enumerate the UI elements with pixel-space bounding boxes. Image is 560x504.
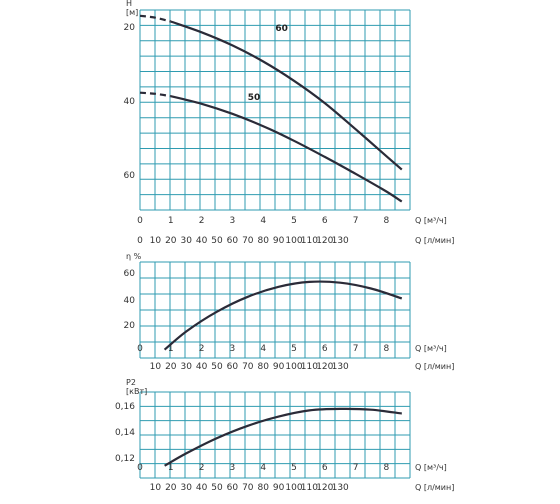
x2-tick-label: 50: [211, 362, 223, 372]
chart-panel-3: P2[кВт] 0,12 0,14 0,16 0 1 2 3 4 5 6 7 8 Q [м³/ч] 10 20…: [115, 378, 454, 493]
x-tick-label: 2: [199, 463, 205, 473]
x2-tick-label: 100: [285, 236, 302, 246]
x2-tick-label: 10: [150, 362, 162, 372]
y-tick-label: 20: [124, 23, 136, 33]
x2-tick-label: 10: [150, 483, 162, 493]
x2-tick-label: 80: [257, 483, 269, 493]
x-axis-label: Q [м³/ч]: [415, 216, 447, 225]
x2-tick-label: 90: [273, 362, 285, 372]
x2-tick-label: 50: [211, 483, 223, 493]
x-tick-label: 1: [168, 344, 174, 354]
y-axis-label: P2: [126, 378, 136, 387]
x2-tick-label: 130: [332, 236, 349, 246]
y-tick-label: 20: [124, 321, 136, 331]
x2-tick-label: 70: [242, 483, 254, 493]
x2-tick-label: 130: [332, 362, 349, 372]
x2-tick-label: 110: [301, 236, 318, 246]
x2-tick-label: 20: [165, 236, 177, 246]
x-tick-label: 2: [199, 344, 205, 354]
x2-tick-label: 110: [301, 362, 318, 372]
x2-tick-label: 100: [285, 483, 302, 493]
x2-axis-label: Q [л/мин]: [415, 483, 454, 492]
x-tick-label: 0: [137, 216, 143, 226]
x-tick-label: 0: [137, 344, 143, 354]
series-label-50: 50: [248, 93, 261, 103]
x-tick-label: 7: [353, 463, 359, 473]
curve-60: [170, 20, 403, 171]
y-tick-label: 60: [124, 269, 136, 279]
x2-tick-label: 60: [227, 362, 239, 372]
x2-tick-label: 120: [316, 362, 333, 372]
x2-tick-label: 30: [180, 483, 192, 493]
x-tick-label: 7: [353, 216, 359, 226]
x2-tick-label: 40: [196, 236, 208, 246]
x2-tick-label: 90: [273, 483, 285, 493]
x2-tick-label: 20: [165, 362, 177, 372]
y-tick-label: 0,14: [115, 428, 135, 438]
y-axis-label: [м]: [126, 8, 138, 17]
x2-tick-label: 80: [257, 236, 269, 246]
x-tick-label: 1: [168, 463, 174, 473]
x-tick-label: 2: [199, 216, 205, 226]
x-tick-label: 5: [291, 344, 297, 354]
x-tick-label: 6: [322, 216, 328, 226]
y-axis-label: η %: [126, 252, 142, 261]
x-axis-label: Q [м³/ч]: [415, 463, 447, 472]
x-tick-label: 3: [230, 463, 236, 473]
x2-tick-label: 80: [257, 362, 269, 372]
x2-tick-label: 70: [242, 236, 254, 246]
x-tick-label: 6: [322, 344, 328, 354]
x2-tick-label: 60: [227, 483, 239, 493]
y-tick-label: 40: [124, 97, 136, 107]
x2-tick-label: 70: [242, 362, 254, 372]
x-tick-label: 4: [260, 216, 266, 226]
series-label-60: 60: [275, 24, 288, 34]
x2-tick-label: 50: [211, 236, 223, 246]
x-tick-label: 4: [260, 344, 266, 354]
x2-tick-label: 20: [165, 483, 177, 493]
y-axis-label: H: [126, 0, 132, 8]
x-tick-label: 5: [291, 463, 297, 473]
y-tick-label: 0,12: [115, 454, 135, 464]
x-tick-label: 1: [168, 216, 174, 226]
x2-tick-label: 30: [180, 236, 192, 246]
x-tick-label: 3: [230, 344, 236, 354]
y-axis-label: [кВт]: [126, 387, 147, 396]
x2-tick-label: 40: [196, 483, 208, 493]
x-tick-label: 8: [384, 463, 390, 473]
x2-tick-label: 100: [285, 362, 302, 372]
x2-tick-label: 110: [301, 483, 318, 493]
x-tick-label: 5: [291, 216, 297, 226]
curve-0: [163, 280, 403, 351]
x2-axis-label: Q [л/мин]: [415, 236, 454, 245]
x-tick-label: 0: [137, 463, 143, 473]
x-tick-label: 6: [322, 463, 328, 473]
x2-tick-label: 0: [137, 236, 143, 246]
x2-tick-label: 130: [332, 483, 349, 493]
x-tick-label: 7: [353, 344, 359, 354]
curve-dashed-60: [139, 14, 172, 23]
y-tick-label: 60: [124, 171, 136, 181]
x2-tick-label: 90: [273, 236, 285, 246]
x2-tick-label: 40: [196, 362, 208, 372]
x2-axis-label: Q [л/мин]: [415, 362, 454, 371]
curve-50: [170, 95, 403, 203]
curve-0: [164, 407, 402, 467]
x-tick-label: 3: [230, 216, 236, 226]
curve-dashed-50: [139, 91, 171, 98]
x2-tick-label: 10: [150, 236, 162, 246]
x2-tick-label: 120: [316, 236, 333, 246]
x-tick-label: 8: [384, 344, 390, 354]
x-axis-label: Q [м³/ч]: [415, 344, 447, 353]
y-tick-label: 0,16: [115, 402, 135, 412]
x2-tick-label: 60: [227, 236, 239, 246]
x-tick-label: 4: [260, 463, 266, 473]
x2-tick-label: 120: [316, 483, 333, 493]
x-tick-label: 8: [384, 216, 390, 226]
y-tick-label: 40: [124, 296, 136, 306]
x2-tick-label: 30: [180, 362, 192, 372]
